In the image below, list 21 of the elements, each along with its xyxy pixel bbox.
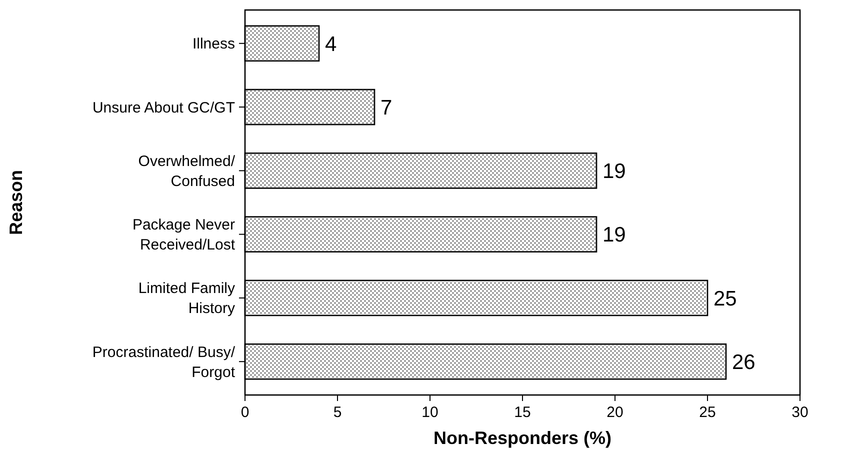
x-tick-label: 30 [792, 404, 808, 421]
x-tick-label: 0 [240, 404, 250, 421]
y-tick-label: Unsure About GC/GT [92, 99, 235, 116]
y-tick-label: Procrastinated/ Busy/ Forgot [92, 344, 236, 381]
data-label: 25 [714, 287, 737, 310]
data-label: 4 [325, 32, 337, 56]
y-axis-title: Reason [6, 170, 26, 236]
data-label: 19 [602, 160, 626, 184]
x-axis-title: Non-Responders (%) [433, 428, 612, 448]
data-label: 26 [732, 350, 756, 374]
y-tick-label: Limited Family History [138, 280, 236, 318]
x-tick-label: 20 [606, 404, 624, 421]
y-tick-label: Package Never Received/Lost [132, 216, 236, 254]
data-label: 7 [380, 96, 392, 120]
data-label: 19 [602, 224, 626, 247]
y-tick-label: Overwhelmed/ Confused [138, 152, 236, 190]
x-tick-label: 5 [333, 404, 342, 421]
x-tick-label: 15 [514, 404, 531, 421]
x-tick-label: 25 [699, 404, 716, 421]
x-tick-label: 10 [422, 404, 438, 421]
y-tick-label: Illness [192, 36, 235, 53]
